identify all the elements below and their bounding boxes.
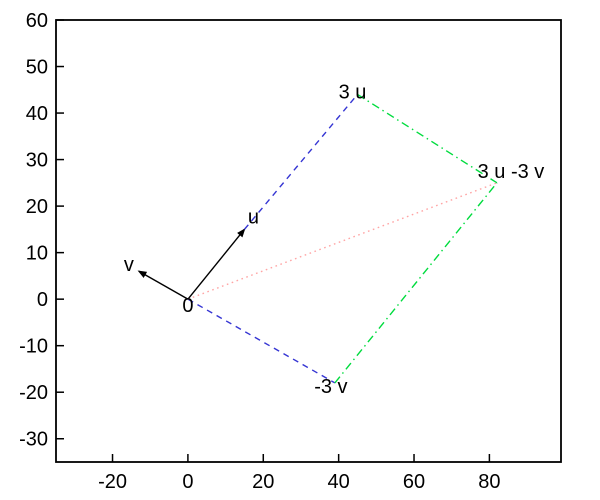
y-tick-label: -20 [19, 382, 48, 404]
point-label-m3v: -3 v [314, 376, 347, 398]
x-tick-label: 40 [328, 471, 350, 493]
y-tick-label: 0 [37, 289, 48, 311]
y-tick-label: 50 [26, 57, 48, 79]
origin-to-minus3v [187, 298, 336, 384]
y-tick-label: 40 [26, 103, 48, 125]
x-tick-label: 80 [478, 471, 500, 493]
y-tick-label: 30 [26, 150, 48, 172]
y-tick-label: -10 [19, 336, 48, 358]
vector-u [187, 228, 246, 300]
u-to-3u [243, 93, 359, 230]
y-tick-label: 10 [26, 243, 48, 265]
x-tick-label: 60 [403, 471, 425, 493]
point-label-v: v [124, 254, 134, 276]
vector-v [137, 270, 189, 300]
x-tick-label: 20 [252, 471, 274, 493]
y-tick-label: 60 [26, 10, 48, 32]
point-label-u: u [248, 206, 259, 228]
point-label-3u: 3 u [339, 81, 367, 103]
point-label-3um3v: 3 u -3 v [478, 161, 545, 183]
point-label-origin: 0 [182, 295, 193, 317]
x-tick-label: -20 [98, 471, 127, 493]
minus3v-to-3u-minus-3v [334, 182, 498, 384]
3u-to-3u-minus-3v [357, 93, 498, 184]
y-tick-label: 20 [26, 196, 48, 218]
y-tick-label: -30 [19, 429, 48, 451]
plot-border [55, 19, 562, 463]
x-tick-label: 0 [182, 471, 193, 493]
